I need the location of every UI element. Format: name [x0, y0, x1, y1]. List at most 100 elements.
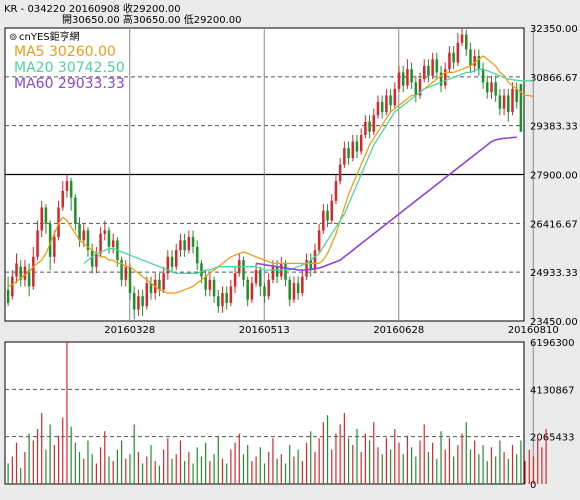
candle-body: [95, 253, 98, 267]
candle-body: [166, 256, 170, 274]
candle-body: [259, 269, 262, 287]
header-line-2: 開30650.00 高30650.00 低29200.00: [62, 13, 242, 26]
candle-body: [305, 260, 308, 277]
candle-body: [284, 263, 287, 280]
ma-line-ma5: [7, 55, 534, 294]
candle-body: [414, 82, 418, 96]
candle-body: [397, 72, 401, 89]
candlesticks: [6, 28, 523, 320]
candle-body: [322, 210, 325, 231]
candle-body: [69, 181, 73, 198]
legend-ma20: MA20 30742.50: [14, 60, 125, 76]
candle-body: [145, 283, 149, 307]
volume-grid: [5, 388, 524, 438]
candle-body: [191, 237, 195, 247]
volume-y-tick-label: 6196300: [530, 338, 575, 349]
candle-body: [477, 55, 481, 70]
candle-body: [174, 250, 178, 267]
candle-body: [330, 200, 334, 221]
candle-body: [254, 269, 258, 284]
ma-line-ma20: [83, 68, 534, 274]
candle-body: [292, 283, 296, 300]
candle-body: [271, 266, 275, 280]
candle-body: [288, 279, 291, 300]
price-y-tick-label: 26416.67: [530, 219, 578, 230]
candle-body: [74, 197, 77, 224]
candle-body: [431, 59, 434, 76]
header-line-1: KR - 034220 20160908 收29200.00: [4, 2, 181, 15]
candle-body: [132, 293, 136, 310]
candle-body: [53, 237, 56, 257]
price-x-tick-label: 20160810: [508, 325, 559, 336]
candle-body: [439, 72, 443, 86]
volume-bars: [7, 342, 547, 484]
candle-body: [179, 240, 182, 251]
candle-body: [44, 207, 48, 224]
candle-body: [246, 279, 249, 300]
candle-body: [376, 102, 380, 116]
candle-body: [137, 296, 140, 310]
candle-body: [301, 276, 304, 294]
candle-body: [368, 121, 371, 132]
candle-body: [296, 283, 300, 294]
candle-body: [452, 52, 455, 63]
candle-body: [15, 263, 18, 277]
volume-y-tick-label: 2065433: [530, 433, 575, 444]
candle-body: [128, 266, 132, 294]
volume-y-tick-label: 4130867: [530, 385, 575, 396]
candle-body: [86, 230, 90, 251]
candle-body: [338, 164, 342, 182]
candle-body: [204, 276, 207, 290]
candle-body: [511, 88, 514, 112]
volume-y-tick-label: 0: [530, 480, 536, 491]
candle-body: [141, 296, 144, 307]
candle-body: [448, 52, 451, 70]
candle-body: [225, 293, 228, 303]
legend-ma60: MA60 29033.33: [14, 76, 125, 92]
price-y-axis: 32350.00 30866.67 29383.33 27900.00 26416.67…: [530, 24, 578, 328]
candle-body: [183, 240, 186, 251]
candle-body: [23, 266, 27, 280]
candle-body: [464, 34, 468, 50]
candle-body: [65, 181, 69, 191]
candle-body: [473, 55, 476, 66]
candle-body: [162, 273, 165, 290]
candle-body: [456, 42, 460, 63]
candle-body: [494, 82, 497, 96]
candle-body: [170, 256, 174, 267]
ma-line-ma60: [255, 136, 517, 271]
candle-body: [519, 83, 523, 132]
candle-body: [149, 283, 153, 294]
candle-body: [359, 134, 363, 152]
candle-body: [78, 223, 81, 241]
candle-body: [460, 34, 464, 43]
candle-body: [120, 260, 123, 280]
candle-body: [200, 263, 203, 277]
candle-body: [355, 141, 359, 152]
candle-body: [343, 148, 346, 165]
candle-body: [351, 141, 355, 159]
candle-body: [107, 230, 111, 247]
price-y-tick-label: 27900.00: [530, 171, 578, 182]
legend-ma5: MA5 30260.00: [14, 44, 116, 60]
candle-body: [250, 283, 254, 300]
candle-body: [221, 293, 224, 307]
candle-body: [406, 69, 409, 86]
candle-body: [158, 279, 161, 290]
candle-body: [267, 279, 270, 297]
candle-body: [418, 79, 422, 96]
candle-body: [242, 260, 245, 280]
candle-body: [233, 273, 237, 287]
candle-body: [6, 289, 10, 303]
candle-body: [435, 59, 439, 73]
candle-body: [61, 190, 65, 208]
candle-body: [275, 266, 279, 277]
price-y-tick-label: 30866.67: [530, 73, 578, 84]
candle-body: [48, 223, 52, 257]
volume-y-axis: 6196300 4130867 2065433 0: [530, 338, 575, 491]
legend-source: cnYES鉅亨網: [19, 30, 80, 43]
source-logo: ⊚: [9, 32, 17, 43]
candle-body: [27, 269, 31, 287]
price-x-tick-label: 20160328: [104, 325, 155, 336]
candle-body: [389, 95, 392, 106]
